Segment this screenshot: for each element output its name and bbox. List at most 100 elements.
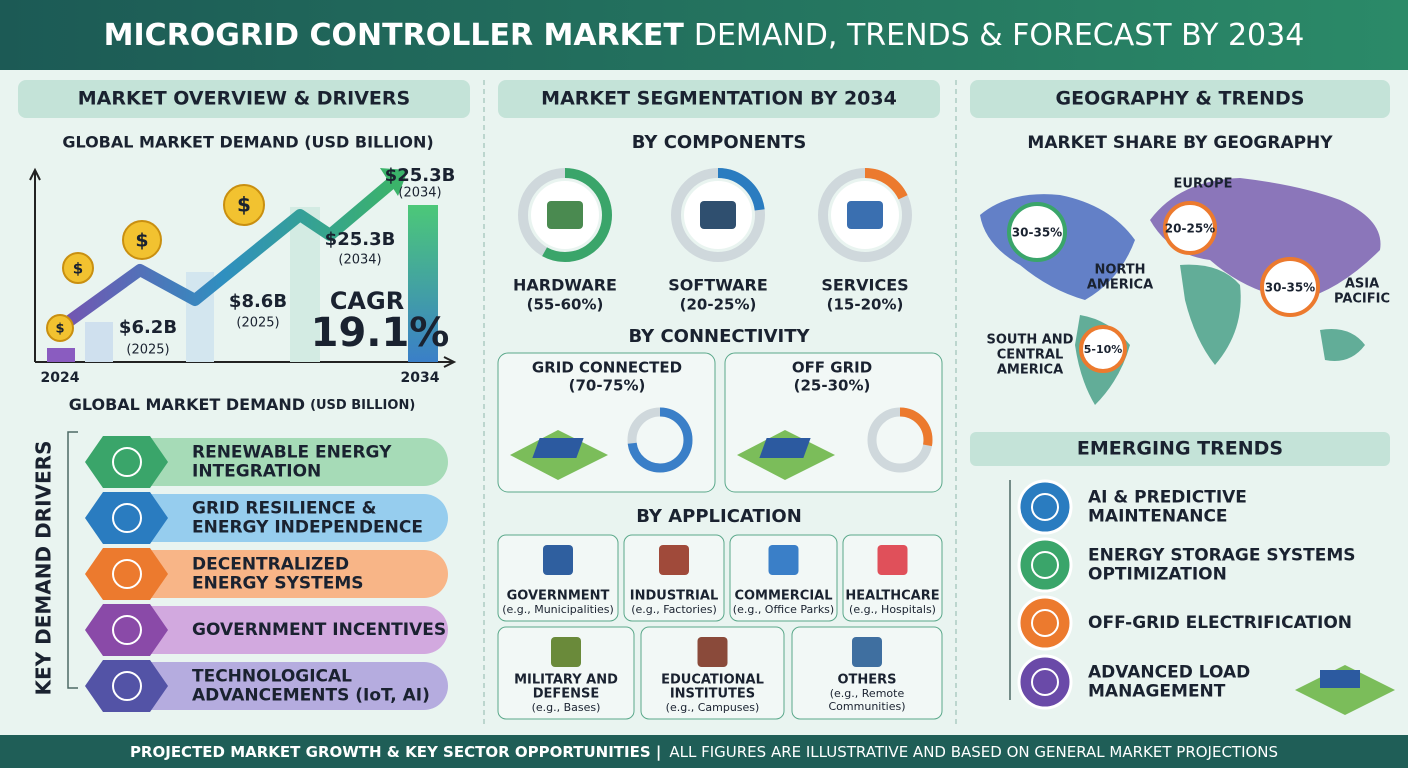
trend-icon-inner	[1031, 493, 1059, 521]
application-example: (e.g., Office Parks)	[733, 603, 834, 616]
share-badge	[1079, 325, 1127, 373]
cagr-value: 19.1%	[311, 310, 450, 356]
application-icon	[877, 545, 908, 575]
application-name: GOVERNMENT	[507, 589, 610, 604]
chart-title: GLOBAL MARKET DEMAND (USD BILLION)	[62, 133, 433, 152]
application-name: INSTITUTES	[670, 687, 755, 702]
chart-caption: GLOBAL MARKET DEMAND (USD BILLION)	[69, 395, 416, 414]
bar	[85, 322, 113, 362]
coin-symbol: $	[55, 322, 64, 337]
cagr-label: CAGR	[330, 287, 404, 315]
trend-text: OFF-GRID ELECTRIFICATION	[1088, 613, 1352, 633]
arrow-head	[380, 168, 408, 196]
application-name: OTHERS	[837, 673, 896, 688]
region-name: AMERICA	[997, 363, 1063, 378]
component-glyph	[700, 201, 736, 229]
region-name: SOUTH AND	[987, 333, 1074, 348]
application-icon	[697, 637, 728, 667]
header-bar	[0, 0, 1408, 70]
application-card	[623, 534, 725, 622]
share-badge	[1163, 201, 1217, 255]
region-share: 5-10%	[1084, 343, 1123, 356]
application-example: (e.g., Campuses)	[666, 701, 760, 714]
application-card	[791, 626, 943, 720]
trend-icon	[1017, 537, 1073, 593]
connectivity-name: OFF GRID	[792, 359, 872, 377]
application-card	[842, 534, 943, 622]
subsection-title: MARKET SHARE BY GEOGRAPHY	[1027, 133, 1333, 153]
application-name: MILITARY AND	[514, 673, 618, 688]
year-label: (2034)	[338, 253, 381, 268]
donut-arc	[627, 407, 693, 473]
section-heading: GEOGRAPHY & TRENDS	[1056, 88, 1305, 110]
title-bold: MICROGRID CONTROLLER MARKET	[104, 18, 685, 53]
section-heading-box	[970, 80, 1390, 118]
application-icon	[551, 637, 581, 667]
footer-bar	[0, 735, 1408, 768]
application-example: (e.g., Bases)	[532, 701, 601, 714]
axis	[29, 167, 41, 362]
application-name: EDUCATIONAL	[661, 673, 764, 688]
component-name: HARDWARE	[513, 276, 617, 295]
section-heading-box	[18, 80, 470, 118]
section-heading-box	[970, 432, 1390, 466]
driver-icon-ring	[112, 615, 142, 645]
region-name: CENTRAL	[997, 348, 1064, 363]
coin-symbol: $	[135, 230, 148, 252]
value-label: $25.3B	[385, 165, 456, 186]
region-name: ASIA	[1345, 277, 1379, 292]
application-example: (e.g., Hospitals)	[849, 603, 936, 616]
application-card	[497, 534, 619, 622]
value-label: $6.2B	[119, 317, 177, 338]
year-label: (2025)	[236, 316, 279, 331]
driver-text: TECHNOLOGICAL	[192, 667, 352, 687]
application-card	[640, 626, 785, 720]
driver-text: DECENTRALIZED	[192, 555, 349, 575]
year-label: (2025)	[126, 343, 169, 358]
bar	[408, 205, 438, 362]
value-label: $25.3B	[325, 229, 396, 250]
footer-bold: PROJECTED MARKET GROWTH & KEY SECTOR OPP…	[130, 743, 661, 762]
driver-pill	[100, 550, 448, 598]
coin	[122, 220, 162, 260]
application-card	[497, 626, 635, 720]
trend-text: ADVANCED LOAD	[1088, 663, 1250, 683]
application-example: Communities)	[829, 700, 906, 713]
application-name: HEALTHCARE	[845, 589, 939, 604]
region-name: NORTH	[1094, 263, 1145, 278]
solar-panels	[759, 438, 811, 458]
donut-arc	[867, 407, 933, 473]
coin	[62, 252, 94, 284]
connectivity-share: (25-30%)	[794, 377, 871, 395]
bracket	[67, 431, 78, 689]
coin-symbol: $	[237, 193, 251, 217]
year-label: (2034)	[398, 186, 441, 201]
application-icon	[768, 545, 799, 575]
drivers-label: KEY DEMAND DRIVERS	[32, 441, 56, 696]
trend-text: MANAGEMENT	[1088, 682, 1226, 702]
driver-text: ENERGY INDEPENDENCE	[192, 518, 423, 538]
application-example: (e.g., Municipalities)	[502, 603, 614, 616]
coin	[223, 184, 265, 226]
application-name: DEFENSE	[533, 687, 600, 702]
trend-icon	[1017, 595, 1073, 651]
region-share: 30-35%	[1012, 226, 1062, 240]
subsection-title: BY CONNECTIVITY	[628, 326, 810, 347]
trend-icon-inner	[1031, 609, 1059, 637]
bar	[290, 207, 320, 362]
region-name: PACIFIC	[1334, 292, 1390, 307]
application-icon	[659, 545, 689, 575]
driver-text: RENEWABLE ENERGY	[192, 443, 392, 463]
driver-text: ADVANCEMENTS (IoT, AI)	[192, 686, 430, 706]
component-glyph	[547, 201, 583, 229]
driver-text: INTEGRATION	[192, 462, 321, 482]
section-heading: MARKET SEGMENTATION BY 2034	[541, 88, 897, 110]
content: MICROGRID CONTROLLER MARKET DEMAND, TREND…	[18, 18, 1395, 762]
caption-main: GLOBAL MARKET DEMAND	[69, 395, 305, 414]
driver-pill	[100, 438, 448, 486]
map-region	[1320, 329, 1365, 361]
component-glyph	[847, 201, 883, 229]
component-name: SOFTWARE	[668, 276, 768, 295]
